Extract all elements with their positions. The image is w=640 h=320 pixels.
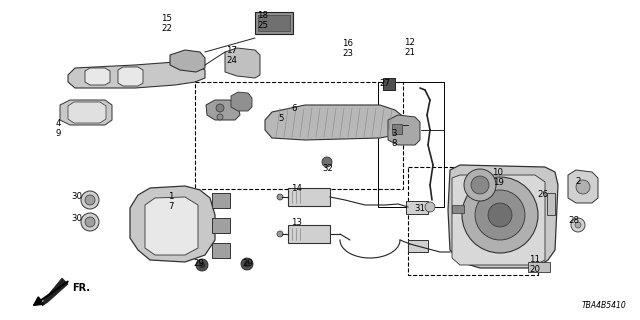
Bar bbox=[288, 225, 330, 243]
Bar bbox=[547, 193, 555, 215]
Text: 27: 27 bbox=[380, 78, 390, 87]
Text: 32: 32 bbox=[323, 164, 333, 172]
Text: 13: 13 bbox=[291, 218, 303, 227]
Bar bbox=[383, 78, 395, 90]
Bar bbox=[528, 262, 550, 272]
Text: 7: 7 bbox=[168, 202, 173, 211]
Circle shape bbox=[199, 262, 205, 268]
Polygon shape bbox=[85, 68, 110, 85]
Bar bbox=[212, 218, 230, 233]
Polygon shape bbox=[60, 100, 112, 125]
Polygon shape bbox=[130, 186, 215, 262]
Text: 5: 5 bbox=[278, 114, 284, 123]
Circle shape bbox=[81, 213, 99, 231]
Text: 22: 22 bbox=[161, 23, 173, 33]
Circle shape bbox=[277, 231, 283, 237]
Circle shape bbox=[244, 261, 250, 267]
Text: 30: 30 bbox=[72, 191, 83, 201]
Text: 26: 26 bbox=[538, 189, 548, 198]
Text: 23: 23 bbox=[342, 49, 353, 58]
Text: 29: 29 bbox=[193, 260, 204, 268]
Bar bbox=[408, 240, 428, 252]
Text: 21: 21 bbox=[404, 47, 415, 57]
Text: 4: 4 bbox=[55, 118, 61, 127]
Circle shape bbox=[571, 218, 585, 232]
Circle shape bbox=[576, 180, 590, 194]
Bar bbox=[195, 82, 403, 189]
Circle shape bbox=[81, 191, 99, 209]
Circle shape bbox=[471, 176, 489, 194]
Bar bbox=[212, 193, 230, 208]
Text: 25: 25 bbox=[257, 20, 269, 29]
Text: 14: 14 bbox=[291, 183, 303, 193]
Circle shape bbox=[85, 217, 95, 227]
Bar bbox=[452, 205, 464, 213]
Polygon shape bbox=[231, 92, 252, 111]
Text: 24: 24 bbox=[227, 55, 237, 65]
Circle shape bbox=[241, 258, 253, 270]
Text: 3: 3 bbox=[391, 129, 397, 138]
Circle shape bbox=[322, 157, 332, 167]
Text: 19: 19 bbox=[493, 178, 504, 187]
Text: 20: 20 bbox=[529, 266, 541, 275]
Bar bbox=[378, 82, 444, 207]
Polygon shape bbox=[448, 165, 558, 268]
Text: 6: 6 bbox=[291, 103, 297, 113]
Text: 15: 15 bbox=[161, 13, 173, 22]
Circle shape bbox=[196, 259, 208, 271]
Text: 16: 16 bbox=[342, 38, 353, 47]
Polygon shape bbox=[42, 278, 68, 306]
Text: FR.: FR. bbox=[72, 283, 90, 293]
Bar bbox=[392, 124, 402, 134]
Polygon shape bbox=[206, 100, 240, 120]
Text: 9: 9 bbox=[55, 129, 61, 138]
Polygon shape bbox=[225, 48, 260, 78]
Bar bbox=[212, 243, 230, 258]
Text: 10: 10 bbox=[493, 167, 504, 177]
Circle shape bbox=[217, 114, 223, 120]
Circle shape bbox=[85, 195, 95, 205]
Text: 1: 1 bbox=[168, 191, 173, 201]
Circle shape bbox=[216, 104, 224, 112]
Polygon shape bbox=[265, 105, 405, 140]
Circle shape bbox=[462, 177, 538, 253]
Polygon shape bbox=[68, 62, 205, 88]
Circle shape bbox=[425, 202, 435, 212]
Polygon shape bbox=[452, 175, 545, 265]
Text: TBA4B5410: TBA4B5410 bbox=[581, 301, 626, 310]
Bar bbox=[258, 15, 290, 31]
Text: 28: 28 bbox=[568, 215, 579, 225]
Text: 18: 18 bbox=[257, 11, 269, 20]
Text: 8: 8 bbox=[391, 139, 397, 148]
Polygon shape bbox=[388, 115, 420, 145]
Circle shape bbox=[488, 203, 512, 227]
Text: 12: 12 bbox=[404, 37, 415, 46]
Text: 31: 31 bbox=[415, 204, 426, 212]
Polygon shape bbox=[68, 102, 106, 123]
Text: 30: 30 bbox=[72, 213, 83, 222]
Text: 2: 2 bbox=[575, 177, 580, 186]
Circle shape bbox=[575, 222, 581, 228]
Circle shape bbox=[475, 190, 525, 240]
Polygon shape bbox=[170, 50, 205, 72]
Polygon shape bbox=[568, 170, 598, 203]
Text: 29: 29 bbox=[243, 260, 253, 268]
Text: 17: 17 bbox=[227, 45, 237, 54]
Bar bbox=[288, 188, 330, 206]
Circle shape bbox=[277, 194, 283, 200]
Polygon shape bbox=[118, 67, 143, 86]
Polygon shape bbox=[145, 197, 198, 255]
Bar bbox=[406, 201, 428, 214]
Bar bbox=[408, 167, 538, 275]
Circle shape bbox=[464, 169, 496, 201]
Bar bbox=[255, 12, 293, 34]
Text: 11: 11 bbox=[529, 255, 541, 265]
